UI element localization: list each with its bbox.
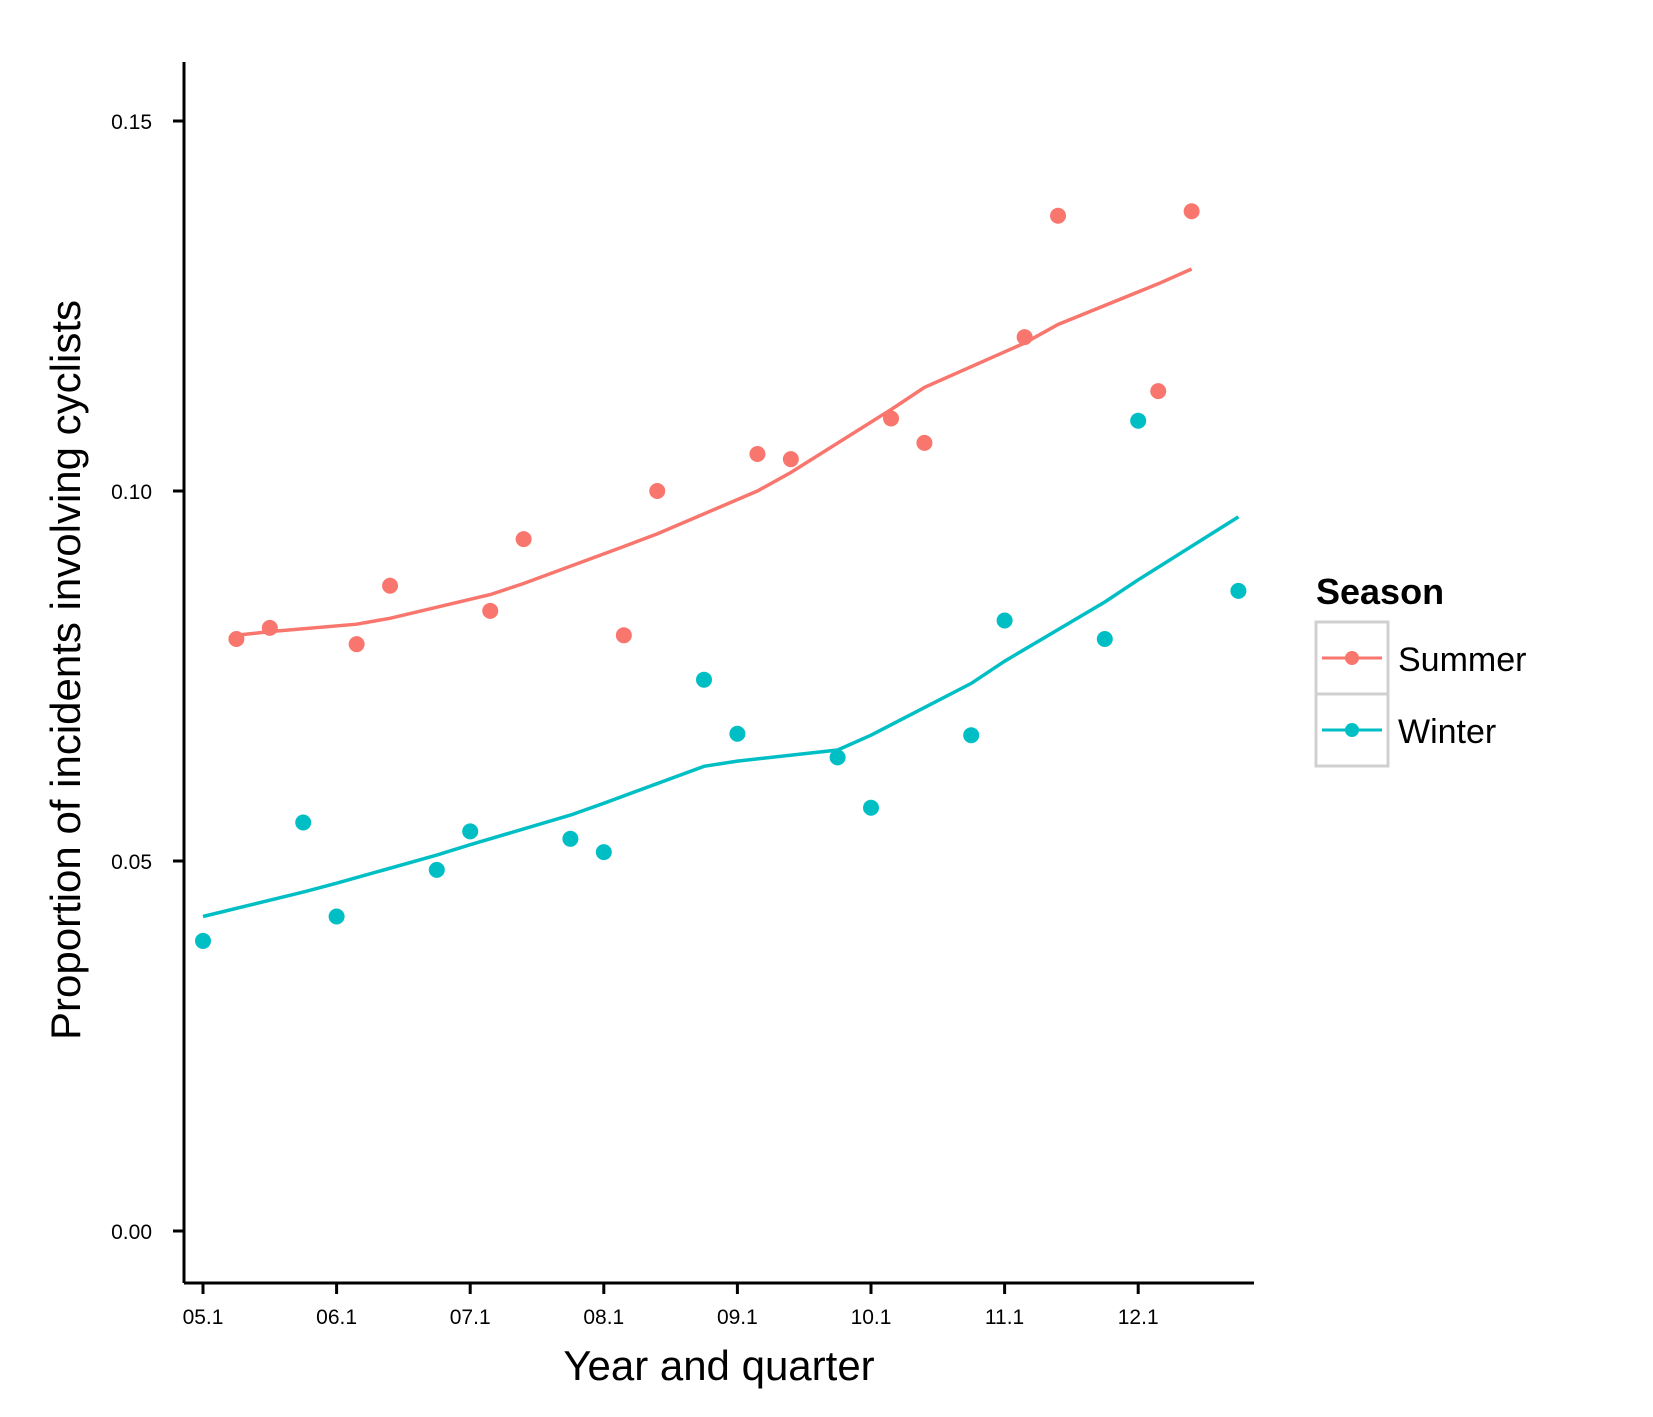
legend-title: Season [1316,571,1444,612]
point-winter [428,861,445,878]
point-winter [1096,631,1113,647]
legend-dot-summer [1345,651,1359,665]
x-tick-label: 09.1 [717,1306,758,1329]
point-summer [482,602,499,619]
point-winter [1230,582,1247,599]
x-axis-title: Year and quarter [563,1342,874,1389]
point-summer [515,531,532,548]
point-summer [615,627,632,644]
y-axis-ticks: 0.00 0.05 0.10 0.15 [111,111,184,1244]
y-axis-title: Proportion of incidents involving cyclis… [42,300,89,1040]
trend-line-summer [236,267,1193,638]
point-summer [228,631,245,647]
point-summer [382,577,399,594]
point-winter [829,749,846,766]
point-summer [1150,383,1167,400]
point-winter [462,823,479,840]
legend-label-winter: Winter [1398,713,1496,751]
point-winter [595,844,612,861]
point-winter [562,830,579,847]
point-summer [782,451,799,468]
point-summer [1050,207,1067,224]
x-tick-label: 10.1 [851,1306,892,1329]
y-tick-label: 0.05 [111,851,152,874]
point-winter [1130,412,1147,429]
legend-dot-winter [1345,723,1359,737]
point-winter [863,799,879,816]
x-tick-label: 05.1 [183,1306,224,1329]
trend-line-winter [202,515,1240,919]
y-tick-label: 0.00 [111,1221,152,1244]
point-summer [916,434,933,451]
x-tick-label: 08.1 [583,1306,624,1329]
point-summer [261,619,278,636]
x-tick-label: 07.1 [450,1306,491,1329]
point-winter [696,671,712,688]
point-summer [1183,203,1200,220]
x-axis-ticks: 05.1 06.1 07.1 08.1 09.1 10.1 11.1 12.1 [183,1283,1159,1329]
trend-lines [202,267,1240,919]
point-winter [996,612,1013,629]
x-tick-label: 12.1 [1118,1306,1159,1329]
point-summer [649,483,666,499]
point-summer [883,410,900,427]
legend-label-summer: Summer [1398,641,1526,679]
point-summer [749,446,766,462]
point-summer [348,636,365,653]
data-points [195,203,1247,949]
y-tick-label: 0.15 [111,111,152,134]
x-tick-label: 11.1 [985,1306,1024,1329]
point-winter [195,932,211,949]
legend: Season Summer Winter [1314,571,1526,768]
point-winter [295,814,312,831]
x-tick-label: 06.1 [316,1306,357,1329]
point-winter [328,908,345,925]
point-summer [1016,329,1033,346]
point-winter [729,725,746,742]
y-tick-label: 0.10 [111,481,152,504]
point-winter [963,727,980,744]
